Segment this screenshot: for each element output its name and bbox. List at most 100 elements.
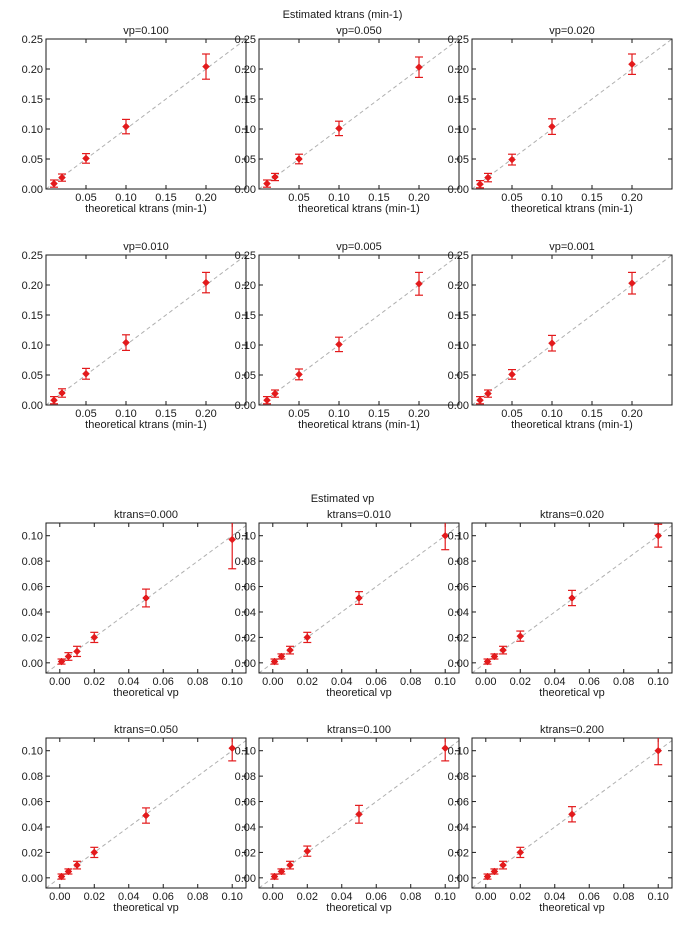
y-tick-label: 0.00 [448, 873, 469, 885]
data-point [484, 172, 492, 183]
x-tick-label: 0.10 [434, 676, 455, 688]
diamond-marker [90, 848, 99, 857]
identity-line [258, 38, 460, 190]
data-point [82, 367, 90, 380]
y-tick-label: 0.15 [22, 94, 43, 106]
x-tick-label: 0.05 [501, 192, 522, 204]
diamond-marker [476, 396, 484, 405]
subplot-title: ktrans=0.000 [114, 509, 178, 521]
diamond-marker [90, 633, 99, 642]
x-tick-label: 0.00 [49, 676, 70, 688]
subplot-12: ktrans=0.200 0.00 0.02 0.04 0.06 0.08 0.10 0.00… [448, 724, 673, 914]
plot-frame [258, 522, 460, 674]
data-point [303, 845, 312, 857]
x-tick-label: 0.08 [187, 676, 208, 688]
diamond-marker [82, 154, 90, 163]
data-point [64, 867, 73, 876]
plot-frame [258, 737, 460, 889]
data-point [228, 738, 237, 762]
x-tick-label: 0.04 [544, 676, 565, 688]
x-tick-label: 0.06 [366, 676, 387, 688]
y-tick-label: 0.00 [22, 873, 43, 885]
y-tick-label: 0.02 [22, 632, 43, 644]
x-tick-label: 0.10 [647, 676, 668, 688]
data-point [548, 334, 556, 352]
data-point [628, 53, 636, 76]
vp-group-title: Estimated vp [310, 493, 375, 505]
x-tick-label: 0.20 [408, 408, 429, 420]
x-tick-label: 0.05 [501, 408, 522, 420]
diamond-marker [628, 279, 636, 288]
subplot-9: ktrans=0.020 0.00 0.02 0.04 0.06 0.08 0.10 0.00… [448, 509, 673, 699]
subplot-title: ktrans=0.100 [327, 724, 391, 736]
data-point [58, 173, 66, 182]
data-point [271, 389, 279, 398]
diamond-marker [548, 339, 556, 348]
y-tick-label: 0.15 [235, 310, 256, 322]
plot-frame [45, 737, 247, 889]
x-tick-label: 0.20 [195, 408, 216, 420]
x-tick-label: 0.08 [187, 891, 208, 903]
data-point [654, 738, 663, 766]
data-point [508, 153, 516, 166]
y-tick-label: 0.00 [22, 184, 43, 196]
y-tick-label: 0.00 [235, 658, 256, 670]
diamond-marker [303, 633, 312, 642]
subplot-7: ktrans=0.000 0.00 0.02 0.04 0.06 0.08 0.10 0.00… [22, 509, 247, 699]
diamond-marker [295, 370, 303, 379]
data-point [483, 872, 492, 881]
x-tick-label: 0.05 [75, 408, 96, 420]
data-point [483, 657, 492, 666]
x-tick-label: 0.10 [328, 408, 349, 420]
diamond-marker [142, 594, 150, 602]
y-tick-label: 0.10 [235, 124, 256, 136]
diamond-marker [568, 594, 576, 602]
data-point [57, 657, 66, 666]
x-tick-label: 0.10 [541, 192, 562, 204]
diamond-marker [516, 848, 525, 857]
x-tick-label: 0.05 [288, 408, 309, 420]
y-tick-label: 0.10 [448, 340, 469, 352]
plot-frame [471, 38, 673, 190]
x-tick-label: 0.00 [475, 891, 496, 903]
x-tick-label: 0.06 [579, 891, 600, 903]
data-point [335, 120, 343, 137]
diamond-marker [508, 370, 516, 379]
x-tick-label: 0.15 [368, 408, 389, 420]
data-point [548, 118, 556, 135]
y-tick-label: 0.05 [235, 370, 256, 382]
data-point [490, 652, 499, 661]
data-point [270, 872, 279, 881]
y-tick-label: 0.20 [235, 64, 256, 76]
data-point [441, 523, 450, 551]
x-tick-label: 0.02 [297, 891, 318, 903]
y-tick-label: 0.10 [448, 531, 469, 543]
data-point [499, 860, 508, 870]
y-tick-label: 0.05 [22, 154, 43, 166]
data-point [142, 588, 150, 608]
subplot-11: ktrans=0.100 0.00 0.02 0.04 0.06 0.08 0.10 0.00… [235, 724, 460, 914]
diamond-marker [202, 62, 210, 71]
y-tick-label: 0.20 [448, 280, 469, 292]
y-tick-label: 0.08 [22, 556, 43, 568]
x-tick-label: 0.06 [153, 676, 174, 688]
diamond-marker [415, 279, 423, 288]
y-tick-label: 0.15 [448, 94, 469, 106]
diamond-marker [270, 872, 279, 881]
data-point [568, 589, 576, 607]
y-tick-label: 0.08 [235, 556, 256, 568]
identity-line [471, 254, 673, 406]
y-tick-label: 0.06 [22, 582, 43, 594]
diamond-marker [483, 657, 492, 666]
x-tick-label: 0.02 [510, 676, 531, 688]
y-tick-label: 0.25 [235, 34, 256, 46]
diamond-marker [628, 60, 636, 69]
x-tick-label: 0.10 [541, 408, 562, 420]
diamond-marker [441, 744, 450, 753]
data-point [516, 630, 525, 642]
diamond-marker [58, 389, 66, 397]
diamond-marker [355, 594, 363, 602]
x-tick-label: 0.04 [118, 676, 139, 688]
diamond-marker [82, 369, 90, 378]
